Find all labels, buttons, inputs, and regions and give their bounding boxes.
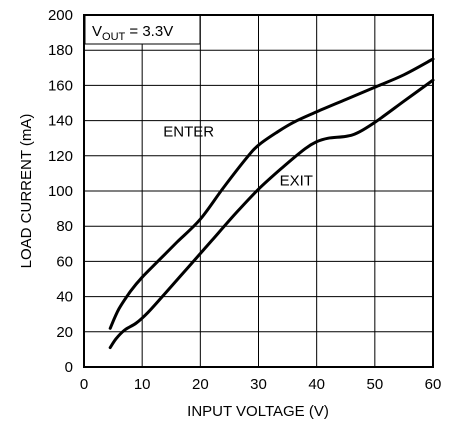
y-tick-2: 40 <box>56 289 73 306</box>
y-tick-6: 120 <box>48 148 73 165</box>
x-tick-labels: 0 10 20 30 40 50 60 <box>80 376 442 393</box>
y-axis-title: LOAD CURRENT (mA) <box>18 114 35 269</box>
x-tick-3: 30 <box>250 376 267 393</box>
plot-frame <box>83 14 434 368</box>
y-tick-4: 80 <box>56 218 73 235</box>
y-tick-5: 100 <box>48 183 73 200</box>
series-lines <box>108 57 435 350</box>
y-tick-0: 0 <box>65 359 73 376</box>
x-tick-5: 50 <box>366 376 383 393</box>
y-tick-10: 200 <box>48 7 73 24</box>
vout-main: V <box>92 23 102 40</box>
series-labels: ENTER EXIT <box>163 123 313 189</box>
vout-value: = 3.3V <box>125 23 173 40</box>
legend-box: VOUT = 3.3V <box>84 14 201 45</box>
x-tick-1: 10 <box>134 376 151 393</box>
series-line-enter <box>108 57 435 330</box>
x-axis-title: INPUT VOLTAGE (V) <box>187 403 329 420</box>
x-tick-2: 20 <box>192 376 209 393</box>
y-tick-7: 140 <box>48 113 73 130</box>
series-label-enter: ENTER <box>163 123 214 140</box>
y-tick-8: 160 <box>48 77 73 94</box>
x-tick-0: 0 <box>80 376 88 393</box>
vout-subscript: OUT <box>102 31 126 43</box>
y-tick-labels: 0 20 40 60 80 100 120 140 160 180 200 <box>48 7 73 376</box>
series-line-exit <box>108 78 435 350</box>
y-tick-9: 180 <box>48 42 73 59</box>
x-tick-4: 40 <box>308 376 325 393</box>
vout-label: VOUT = 3.3V <box>92 23 173 43</box>
y-tick-3: 60 <box>56 253 73 270</box>
series-label-exit: EXIT <box>280 173 313 190</box>
x-tick-6: 60 <box>425 376 442 393</box>
y-tick-1: 20 <box>56 324 73 341</box>
